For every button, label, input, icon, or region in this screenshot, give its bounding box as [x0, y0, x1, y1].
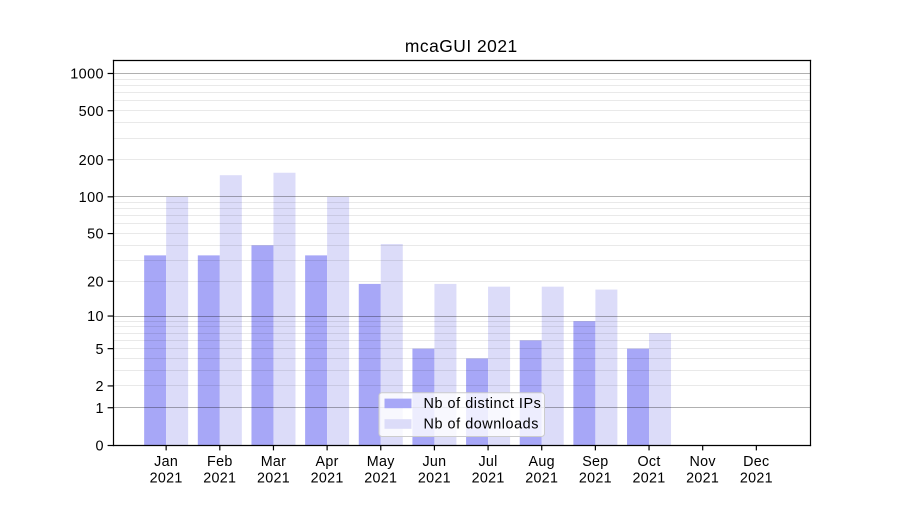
- svg-text:Jan: Jan: [154, 454, 178, 470]
- svg-text:2021: 2021: [203, 470, 236, 486]
- svg-text:Feb: Feb: [207, 454, 233, 470]
- svg-text:2021: 2021: [257, 470, 290, 486]
- svg-text:20: 20: [87, 274, 104, 290]
- svg-text:1000: 1000: [70, 67, 104, 83]
- svg-text:Aug: Aug: [529, 454, 555, 470]
- svg-text:Nov: Nov: [690, 454, 717, 470]
- svg-text:Nb of downloads: Nb of downloads: [424, 417, 539, 433]
- svg-text:500: 500: [79, 104, 104, 120]
- svg-text:5: 5: [95, 342, 103, 358]
- svg-text:mcaGUI 2021: mcaGUI 2021: [405, 36, 518, 56]
- svg-text:200: 200: [79, 153, 104, 169]
- svg-text:2021: 2021: [418, 470, 451, 486]
- svg-text:Dec: Dec: [743, 454, 769, 470]
- svg-text:2021: 2021: [740, 470, 773, 486]
- svg-text:Mar: Mar: [261, 454, 287, 470]
- svg-text:1: 1: [95, 401, 103, 417]
- svg-text:2021: 2021: [579, 470, 612, 486]
- svg-text:0: 0: [95, 439, 103, 455]
- svg-text:2021: 2021: [686, 470, 719, 486]
- svg-text:May: May: [367, 454, 395, 470]
- svg-text:2021: 2021: [472, 470, 505, 486]
- svg-text:2021: 2021: [364, 470, 397, 486]
- svg-text:10: 10: [87, 309, 104, 325]
- svg-text:Oct: Oct: [637, 454, 660, 470]
- svg-text:2021: 2021: [633, 470, 666, 486]
- svg-text:Apr: Apr: [316, 454, 339, 470]
- svg-text:50: 50: [87, 227, 104, 243]
- svg-text:2021: 2021: [311, 470, 344, 486]
- svg-text:100: 100: [79, 190, 104, 206]
- svg-text:Sep: Sep: [582, 454, 608, 470]
- svg-text:Jul: Jul: [478, 454, 497, 470]
- svg-text:Jun: Jun: [422, 454, 446, 470]
- svg-text:2: 2: [95, 379, 103, 395]
- svg-text:Nb of distinct IPs: Nb of distinct IPs: [424, 396, 542, 412]
- svg-text:2021: 2021: [525, 470, 558, 486]
- svg-text:2021: 2021: [150, 470, 183, 486]
